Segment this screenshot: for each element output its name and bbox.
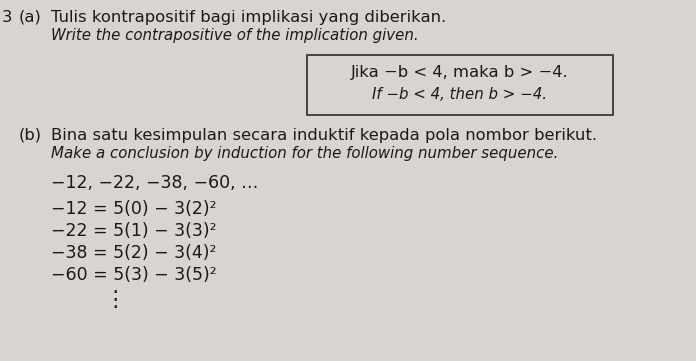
Text: Make a conclusion by induction for the following number sequence.: Make a conclusion by induction for the f… — [51, 146, 558, 161]
Text: Bina satu kesimpulan secara induktif kepada pola nombor berikut.: Bina satu kesimpulan secara induktif kep… — [51, 128, 597, 143]
Text: Write the contrapositive of the implication given.: Write the contrapositive of the implicat… — [51, 28, 419, 43]
Text: If −b < 4, then b > −4.: If −b < 4, then b > −4. — [372, 87, 548, 102]
Text: Jika −b < 4, maka b > −4.: Jika −b < 4, maka b > −4. — [351, 65, 569, 80]
Text: (a): (a) — [19, 10, 42, 25]
Text: −12, −22, −38, −60, …: −12, −22, −38, −60, … — [51, 174, 258, 192]
Text: −38 = 5(2) − 3(4)²: −38 = 5(2) − 3(4)² — [51, 244, 216, 262]
Text: −60 = 5(3) − 3(5)²: −60 = 5(3) − 3(5)² — [51, 266, 216, 284]
Text: −12 = 5(0) − 3(2)²: −12 = 5(0) − 3(2)² — [51, 200, 216, 218]
Text: (b): (b) — [19, 128, 42, 143]
Text: 3: 3 — [2, 10, 13, 25]
Text: ⋮: ⋮ — [104, 290, 125, 310]
Text: −22 = 5(1) − 3(3)²: −22 = 5(1) − 3(3)² — [51, 222, 216, 240]
Text: Tulis kontrapositif bagi implikasi yang diberikan.: Tulis kontrapositif bagi implikasi yang … — [51, 10, 446, 25]
